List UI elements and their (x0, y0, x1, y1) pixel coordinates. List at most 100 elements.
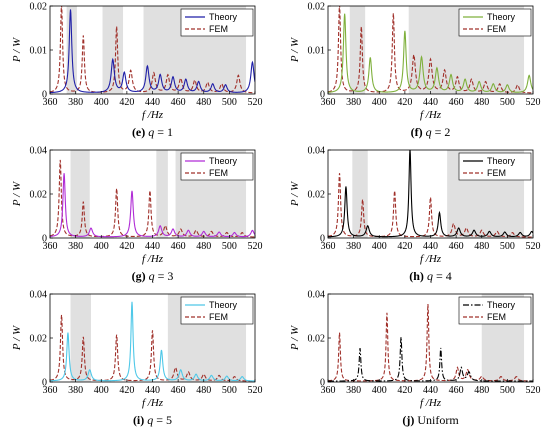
x-tick-label: 480 (474, 97, 489, 108)
x-tick-label: 360 (321, 97, 336, 108)
x-axis-label: f /Hz (142, 253, 164, 265)
legend-theory-label: Theory (209, 156, 238, 166)
panel-caption: (j) Uniform (402, 413, 459, 427)
panel-caption-text: q (149, 269, 155, 283)
legend-theory-label: Theory (487, 300, 516, 310)
y-tick-label: 0 (320, 378, 325, 389)
x-tick-label: 360 (43, 97, 58, 108)
x-tick-label: 500 (222, 241, 237, 252)
chart-panel-j: 360 380 400 420 440 460 480 500 520 0 0.02 0.04 P / … (289, 290, 541, 428)
legend-box (180, 8, 254, 37)
fem-series-line (50, 6, 255, 94)
panel-caption-text: q (426, 125, 432, 139)
y-tick-label: 0 (320, 90, 325, 101)
panel-caption: (f) q = 2 (411, 125, 451, 139)
panel-caption-text: = 2 (432, 125, 451, 139)
panel-caption: (h) q = 4 (409, 269, 451, 283)
panel-caption-text: = 1 (154, 125, 173, 139)
y-tick-label: 0.02 (308, 190, 326, 201)
band-gap (70, 150, 90, 238)
x-tick-label: 420 (397, 97, 412, 108)
y-tick-label: 0.01 (30, 46, 48, 57)
x-tick-label: 440 (423, 241, 438, 252)
legend-box (458, 152, 532, 181)
legend-fem-label: FEM (209, 24, 228, 34)
panel-caption-letter: (i) (133, 413, 147, 427)
y-axis-label: P / W (289, 325, 301, 351)
x-tick-label: 380 (346, 385, 361, 396)
x-tick-label: 400 (372, 241, 387, 252)
legend-fem-label: FEM (487, 312, 506, 322)
x-tick-label: 360 (321, 241, 336, 252)
x-axis-label: f /Hz (142, 397, 164, 409)
y-axis-label: P / W (289, 181, 301, 207)
chart-panel-e: 360 380 400 420 440 460 480 500 520 0 0.01 0.02 P / … (11, 2, 263, 140)
x-tick-label: 500 (500, 385, 515, 396)
chart-panel-i: 360 380 400 420 440 460 480 500 520 0 0.02 0.04 P / … (11, 290, 263, 428)
legend-theory-label: Theory (487, 156, 516, 166)
x-tick-label: 520 (526, 241, 541, 252)
legend-box (180, 152, 254, 181)
panel-caption-text: q (147, 413, 153, 427)
x-tick-label: 440 (145, 97, 160, 108)
x-axis-label: f /Hz (420, 397, 442, 409)
band-gap (349, 6, 366, 94)
panel-caption-letter: (g) (132, 269, 149, 283)
x-tick-label: 440 (423, 385, 438, 396)
legend-fem-label: FEM (487, 168, 506, 178)
y-tick-label: 0.02 (308, 2, 326, 13)
x-tick-label: 380 (68, 241, 83, 252)
fem-series-line (50, 159, 255, 238)
panel-caption: (i) q = 5 (133, 413, 172, 427)
x-tick-label: 520 (248, 241, 263, 252)
x-axis-label: f /Hz (142, 109, 164, 121)
x-tick-label: 500 (222, 97, 237, 108)
chart-panel-f: 360 380 400 420 440 460 480 500 520 0 0.01 0.02 P / … (289, 2, 541, 140)
x-tick-label: 480 (196, 241, 211, 252)
x-tick-label: 460 (171, 385, 186, 396)
theory-series-line (50, 9, 255, 94)
band-gap (352, 150, 368, 238)
y-tick-label: 0.02 (30, 190, 48, 201)
theory-series-line (328, 13, 533, 93)
panel-caption-text: = 3 (155, 269, 174, 283)
band-gap (70, 294, 91, 382)
legend-theory-label: Theory (209, 12, 238, 22)
y-tick-label: 0 (42, 90, 47, 101)
fem-series-line (50, 314, 255, 382)
x-tick-label: 500 (500, 97, 515, 108)
panel-caption: (g) q = 3 (132, 269, 174, 283)
chart-panel-g: 360 380 400 420 440 460 480 500 520 0 0.02 0.04 P / … (11, 146, 263, 284)
x-tick-label: 380 (346, 97, 361, 108)
y-axis-label: P / W (11, 181, 23, 207)
x-tick-label: 420 (397, 385, 412, 396)
y-tick-label: 0 (42, 378, 47, 389)
legend-fem-label: FEM (209, 312, 228, 322)
x-tick-label: 480 (474, 241, 489, 252)
x-axis-label: f /Hz (420, 253, 442, 265)
x-tick-label: 520 (248, 385, 263, 396)
y-tick-label: 0 (42, 234, 47, 245)
y-tick-label: 0.02 (30, 2, 48, 13)
panel-caption-letter: (e) (132, 125, 148, 139)
x-tick-label: 460 (171, 97, 186, 108)
x-tick-label: 460 (449, 385, 464, 396)
x-tick-label: 520 (526, 385, 541, 396)
x-tick-label: 380 (68, 385, 83, 396)
y-axis-label: P / W (11, 37, 23, 63)
panel-caption: (e) q = 1 (132, 125, 173, 139)
plot-area (328, 6, 533, 94)
y-tick-label: 0.04 (308, 146, 326, 157)
x-tick-label: 460 (449, 241, 464, 252)
x-axis-label: f /Hz (420, 109, 442, 121)
y-axis-label: P / W (11, 325, 23, 351)
x-tick-label: 400 (94, 385, 109, 396)
x-tick-label: 360 (43, 241, 58, 252)
x-tick-label: 480 (474, 385, 489, 396)
x-tick-label: 360 (321, 385, 336, 396)
panel-caption-letter: (h) (409, 269, 427, 283)
legend-theory-label: Theory (209, 300, 238, 310)
x-tick-label: 400 (372, 97, 387, 108)
x-tick-label: 380 (346, 241, 361, 252)
x-tick-label: 460 (449, 97, 464, 108)
